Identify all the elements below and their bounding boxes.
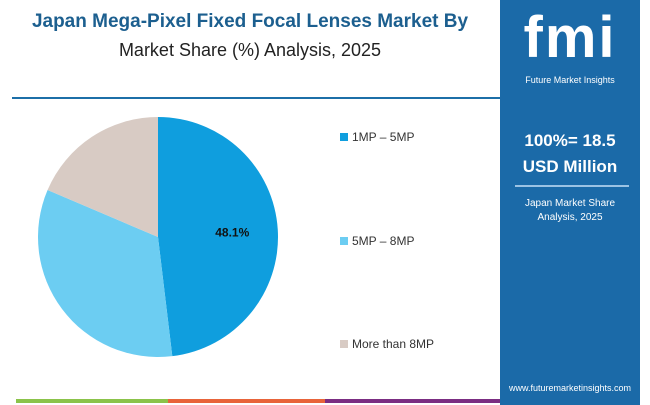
pie-slice-1: [37, 190, 173, 357]
logo-subtitle: Future Market Insights: [525, 75, 615, 85]
website-link[interactable]: www.futuremarketinsights.com: [508, 383, 632, 393]
title-divider: [12, 97, 500, 99]
legend-item: More than 8MP: [340, 337, 434, 351]
summary-panel: fmi Future Market Insights 100%= 18.5 USD…: [500, 0, 640, 405]
legend-label: More than 8MP: [352, 337, 435, 351]
fmi-logo: fmi: [523, 5, 617, 70]
legend-swatch: [340, 237, 348, 245]
pie-chart: 48.1%: [37, 117, 279, 357]
market-total: 100%= 18.5 USD Million: [522, 131, 618, 176]
legend-label: 5MP – 8MP: [352, 234, 415, 248]
chart-subtitle: Market Share (%) Analysis, 2025: [118, 40, 382, 60]
panel-divider: [515, 185, 629, 187]
data-label: 48.1%: [215, 226, 249, 240]
legend-item: 1MP – 5MP: [340, 130, 414, 144]
legend-swatch: [340, 133, 348, 141]
legend-label: 1MP – 5MP: [352, 130, 415, 144]
legend-item: 5MP – 8MP: [340, 234, 414, 248]
strip-green: [16, 399, 168, 403]
pie-slice-2: [47, 117, 159, 237]
panel-subtitle: Japan Market Share Analysis, 2025: [524, 198, 616, 223]
pie-slice-0: [158, 117, 279, 357]
chart-title: Japan Mega-Pixel Fixed Focal Lenses Mark…: [31, 11, 469, 32]
legend-swatch: [340, 340, 348, 348]
strip-purple: [325, 399, 500, 403]
strip-orange: [168, 399, 325, 403]
